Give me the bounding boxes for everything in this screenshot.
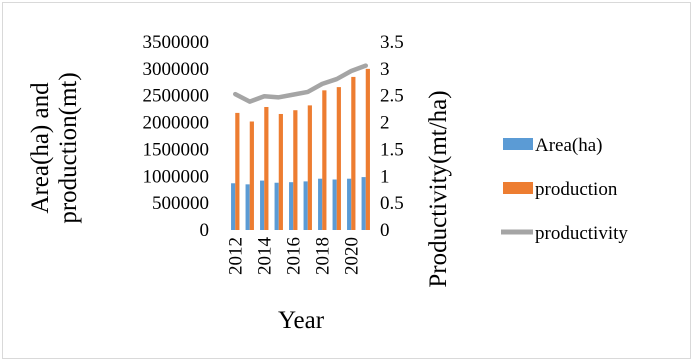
right-tick-label: 1.5 (380, 139, 404, 160)
left-tick-label: 1000000 (143, 166, 210, 187)
bar-production-2012 (235, 112, 240, 230)
left-axis-title-2: production(mt) (55, 72, 82, 223)
legend-label-area-ha-: Area(ha) (535, 135, 603, 156)
x-tick-label: 2012 (225, 237, 246, 275)
right-tick-label: 0 (380, 220, 390, 241)
bar-production-2013 (249, 121, 254, 230)
left-tick-label: 1500000 (143, 139, 210, 160)
left-tick-label: 2500000 (143, 86, 210, 107)
right-tick-label: 2 (380, 113, 390, 134)
left-axis-ticks: 0 500000 1000000 1500000 2000000 2500000 30000… (143, 32, 210, 241)
right-tick-label: 0.5 (380, 193, 404, 214)
bar-production-2020 (351, 76, 356, 230)
legend: Area(ha) production productivity (501, 135, 628, 244)
bar-area-ha--2017 (303, 181, 308, 230)
line-productivity (233, 63, 368, 104)
bars-group (231, 68, 370, 231)
bar-area-ha--2019 (332, 179, 337, 230)
bar-area-ha--2020 (347, 178, 352, 230)
bar-area-ha--2021 (361, 177, 366, 230)
bar-production-2021 (365, 68, 370, 230)
left-axis-title-line1: Area(ha) and (27, 82, 54, 214)
bar-area-ha--2012 (231, 183, 236, 230)
left-tick-label: 500000 (152, 193, 209, 214)
right-tick-label: 2.5 (380, 86, 404, 107)
left-tick-label: 2000000 (143, 113, 210, 134)
bar-production-2015 (278, 113, 283, 230)
right-tick-label: 1 (380, 166, 390, 187)
combo-chart: 0 500000 1000000 1500000 2000000 2500000 30000… (27, 32, 628, 334)
legend-swatch-area-ha- (503, 138, 533, 150)
bar-production-2019 (336, 87, 341, 231)
left-axis-title: Area(ha) and (27, 82, 54, 214)
left-axis-title-line2: production(mt) (55, 72, 82, 223)
x-tick-label: 2016 (283, 237, 304, 275)
x-tick-label: 2020 (341, 237, 362, 275)
bar-production-2016 (293, 110, 298, 230)
right-tick-label: 3 (380, 59, 390, 80)
right-axis-title: Productivity(mt/ha) (425, 90, 452, 287)
right-axis-ticks: 0 0.5 1 1.5 2 2.5 3 3.5 (380, 32, 404, 241)
legend-label-productivity: productivity (535, 223, 628, 244)
x-axis-title: Year (278, 307, 325, 334)
left-tick-label: 0 (200, 220, 210, 241)
chart-area: 0 500000 1000000 1500000 2000000 2500000 30000… (2, 2, 691, 359)
x-tick-label: 2014 (254, 237, 275, 276)
right-tick-label: 3.5 (380, 32, 404, 53)
lines-group (233, 63, 368, 104)
bar-production-2017 (307, 105, 312, 230)
bar-production-2014 (264, 106, 269, 230)
left-tick-label: 3500000 (143, 32, 210, 53)
x-axis-ticks: 2012 2014 2016 2018 2020 (225, 237, 362, 276)
left-tick-label: 3000000 (143, 59, 210, 80)
bar-production-2018 (322, 90, 327, 230)
bar-area-ha--2015 (274, 182, 279, 230)
bar-area-ha--2013 (245, 184, 250, 230)
x-tick-label: 2018 (312, 237, 333, 275)
legend-label-production: production (535, 179, 618, 200)
bar-area-ha--2018 (318, 178, 323, 230)
bar-area-ha--2016 (289, 182, 294, 230)
bar-area-ha--2014 (260, 180, 265, 230)
legend-swatch-production (503, 182, 533, 194)
